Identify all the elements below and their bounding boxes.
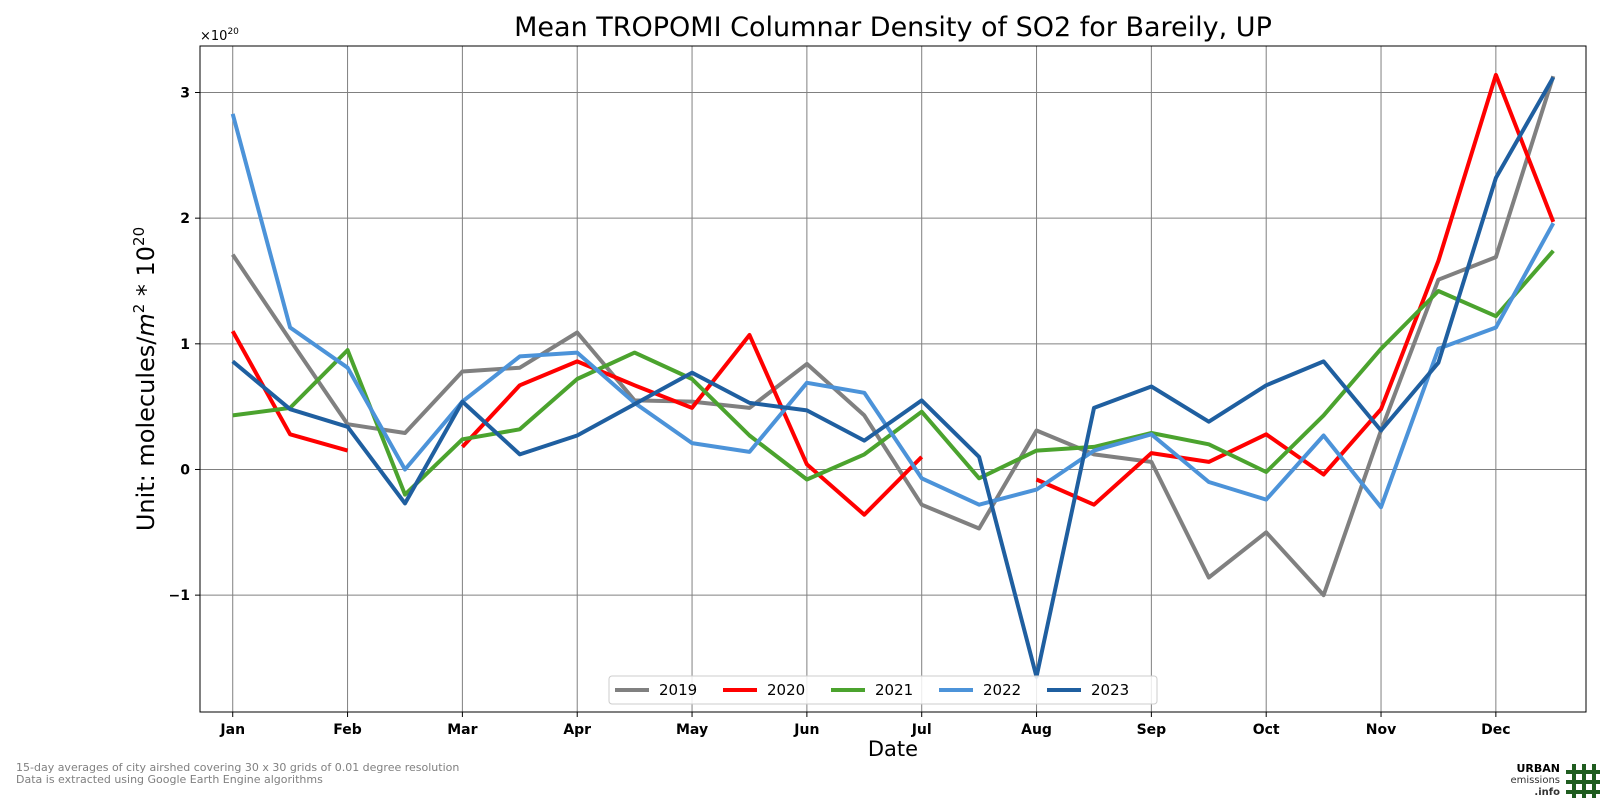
series-line-2020 bbox=[230, 72, 1556, 517]
legend-label: 2019 bbox=[659, 681, 697, 699]
x-axis-label: Date bbox=[868, 737, 918, 761]
y-tick-label: 0 bbox=[180, 462, 190, 478]
x-tick-label: Jun bbox=[793, 722, 819, 738]
x-tick-label: Aug bbox=[1021, 722, 1052, 738]
y-tick-label: −1 bbox=[169, 588, 190, 604]
y-tick-label: 3 bbox=[180, 85, 190, 101]
x-tick-label: May bbox=[676, 722, 708, 738]
legend-label: 2023 bbox=[1091, 681, 1129, 699]
series-lines bbox=[230, 72, 1556, 679]
plot-frame bbox=[199, 45, 1587, 713]
x-ticks: Jan Feb Mar Apr May Jun Jul Aug Sep Oct Nov Dec bbox=[219, 712, 1511, 738]
x-tick-label: Jan bbox=[219, 722, 245, 738]
legend-label: 2021 bbox=[875, 681, 913, 699]
logo-line-1: URBAN bbox=[1516, 762, 1560, 775]
series-line-2022 bbox=[230, 113, 1556, 510]
y-tick-label: 1 bbox=[180, 337, 190, 353]
logo-grid-icon bbox=[1566, 764, 1600, 798]
x-tick-label: Mar bbox=[447, 722, 477, 738]
legend-box bbox=[608, 675, 1158, 705]
legend-label: 2022 bbox=[983, 681, 1021, 699]
x-tick-label: Dec bbox=[1481, 722, 1510, 738]
y-offset-text: ×1020 bbox=[200, 27, 239, 44]
x-tick-label: Jul bbox=[911, 722, 932, 738]
x-tick-label: Oct bbox=[1253, 722, 1280, 738]
y-axis-label: Unit: molecules/m2 * 1020 bbox=[130, 227, 160, 531]
x-tick-label: Feb bbox=[333, 722, 362, 738]
grid bbox=[200, 46, 1586, 712]
footnote-1: 15-day averages of city airshed covering… bbox=[16, 761, 460, 774]
legend-label: 2020 bbox=[767, 681, 805, 699]
logo-line-2: emissions bbox=[1510, 775, 1560, 786]
footnote-2: Data is extracted using Google Earth Eng… bbox=[16, 773, 323, 786]
x-tick-label: Nov bbox=[1366, 722, 1396, 738]
urban-emissions-logo: URBAN emissions .info bbox=[1500, 762, 1600, 800]
series-line-2019 bbox=[231, 75, 1556, 598]
chart-title: Mean TROPOMI Columnar Density of SO2 for… bbox=[514, 12, 1272, 43]
y-ticks: −1 0 1 2 3 bbox=[169, 85, 200, 604]
series-line-2023 bbox=[231, 76, 1556, 679]
y-tick-label: 2 bbox=[180, 211, 190, 227]
legend: 2019 2020 2021 2022 2023 bbox=[608, 675, 1158, 705]
logo-line-3: .info bbox=[1534, 787, 1560, 798]
x-tick-label: Sep bbox=[1137, 722, 1167, 738]
x-tick-label: Apr bbox=[563, 722, 591, 738]
